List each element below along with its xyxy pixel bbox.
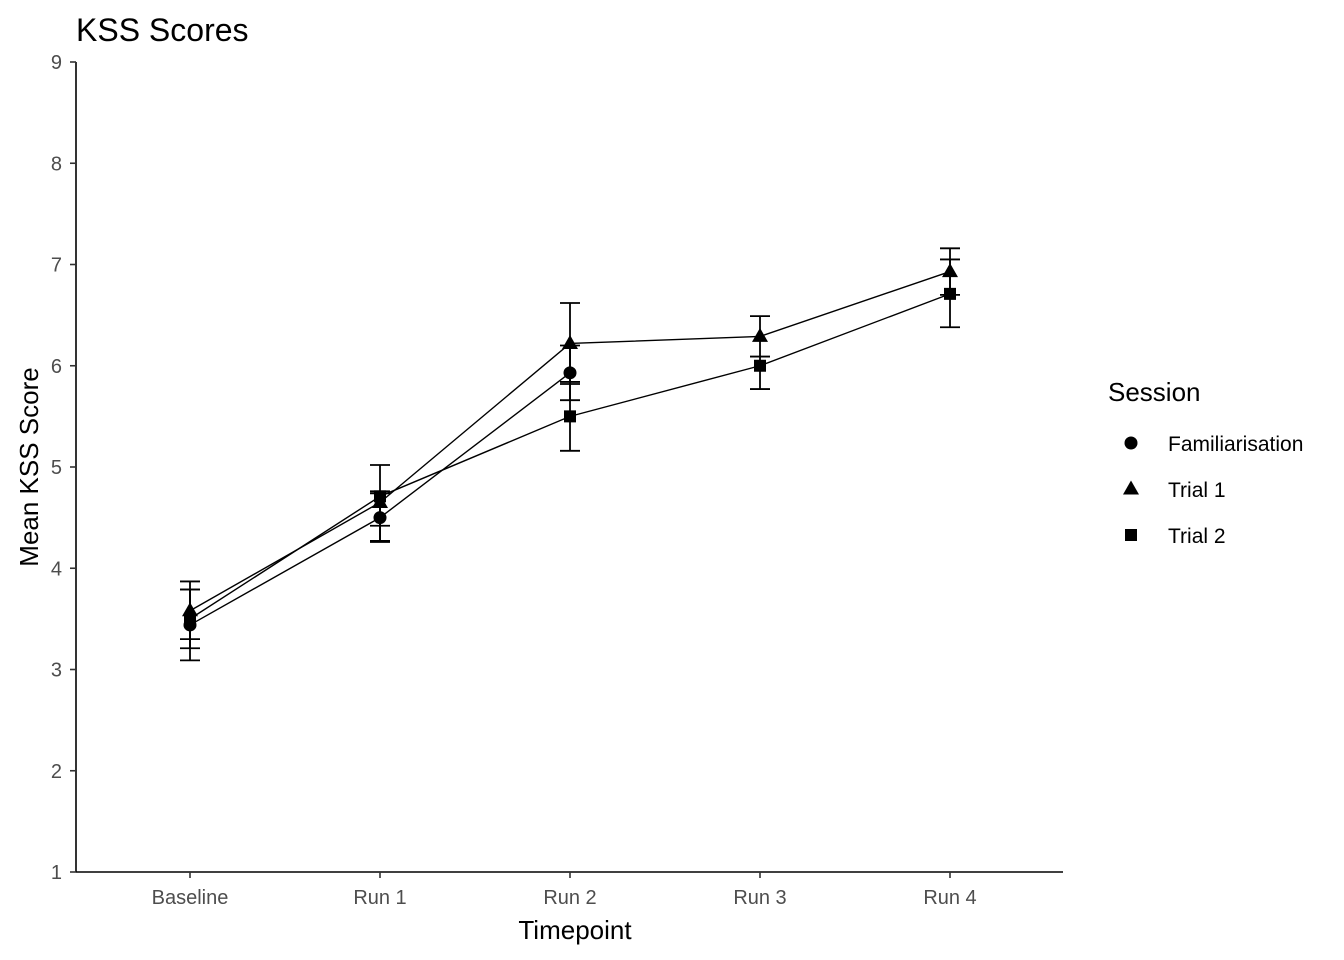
legend-marker-trial-2 bbox=[1125, 529, 1137, 541]
x-tick-label: Run 1 bbox=[353, 887, 406, 909]
y-tick-label: 6 bbox=[51, 356, 62, 378]
legend-marker-trial-1 bbox=[1123, 480, 1139, 495]
data-point-trial-2 bbox=[184, 612, 196, 625]
y-axis-title: Mean KSS Score bbox=[14, 367, 44, 566]
x-tick-label: Run 3 bbox=[733, 887, 786, 909]
legend-marker-familiarisation bbox=[1124, 436, 1138, 450]
y-tick-label: 8 bbox=[51, 153, 62, 175]
legend-items: Familiarisation Trial 1 Trial 2 bbox=[1123, 433, 1303, 548]
data-point-trial-1 bbox=[942, 263, 958, 278]
x-axis-title: Timepoint bbox=[518, 915, 632, 945]
plot-area bbox=[180, 247, 960, 662]
data-point-trial-1 bbox=[562, 334, 578, 349]
axes bbox=[75, 62, 1063, 873]
x-tick-label: Run 2 bbox=[543, 887, 596, 909]
data-point-trial-2 bbox=[754, 359, 766, 372]
legend: Session Familiarisation Trial 1 Trial 2 bbox=[1108, 377, 1303, 548]
y-tick-label: 2 bbox=[51, 761, 62, 783]
data-point-familiarisation bbox=[563, 366, 577, 380]
legend-label-trial-1: Trial 1 bbox=[1168, 479, 1226, 502]
legend-label-familiarisation: Familiarisation bbox=[1168, 433, 1303, 456]
y-tick-label: 3 bbox=[51, 660, 62, 682]
data-point-trial-2 bbox=[944, 287, 956, 300]
y-ticks: 1 2 3 4 5 6 7 8 9 bbox=[51, 52, 76, 884]
data-point-familiarisation bbox=[373, 511, 387, 525]
data-point-trial-1 bbox=[752, 327, 768, 342]
x-tick-label: Baseline bbox=[152, 887, 229, 909]
y-tick-label: 1 bbox=[51, 862, 62, 884]
chart-title: KSS Scores bbox=[76, 12, 249, 48]
data-point-trial-2 bbox=[374, 490, 386, 503]
legend-label-trial-2: Trial 2 bbox=[1168, 525, 1226, 548]
x-ticks: Baseline Run 1 Run 2 Run 3 Run 4 bbox=[152, 872, 977, 909]
y-tick-label: 7 bbox=[51, 255, 62, 277]
x-tick-label: Run 4 bbox=[923, 887, 976, 909]
data-point-trial-1 bbox=[182, 602, 198, 617]
legend-title: Session bbox=[1108, 377, 1201, 407]
y-tick-label: 5 bbox=[51, 457, 62, 479]
y-tick-label: 4 bbox=[51, 558, 62, 580]
y-tick-label: 9 bbox=[51, 52, 62, 74]
data-point-trial-2 bbox=[564, 410, 576, 423]
